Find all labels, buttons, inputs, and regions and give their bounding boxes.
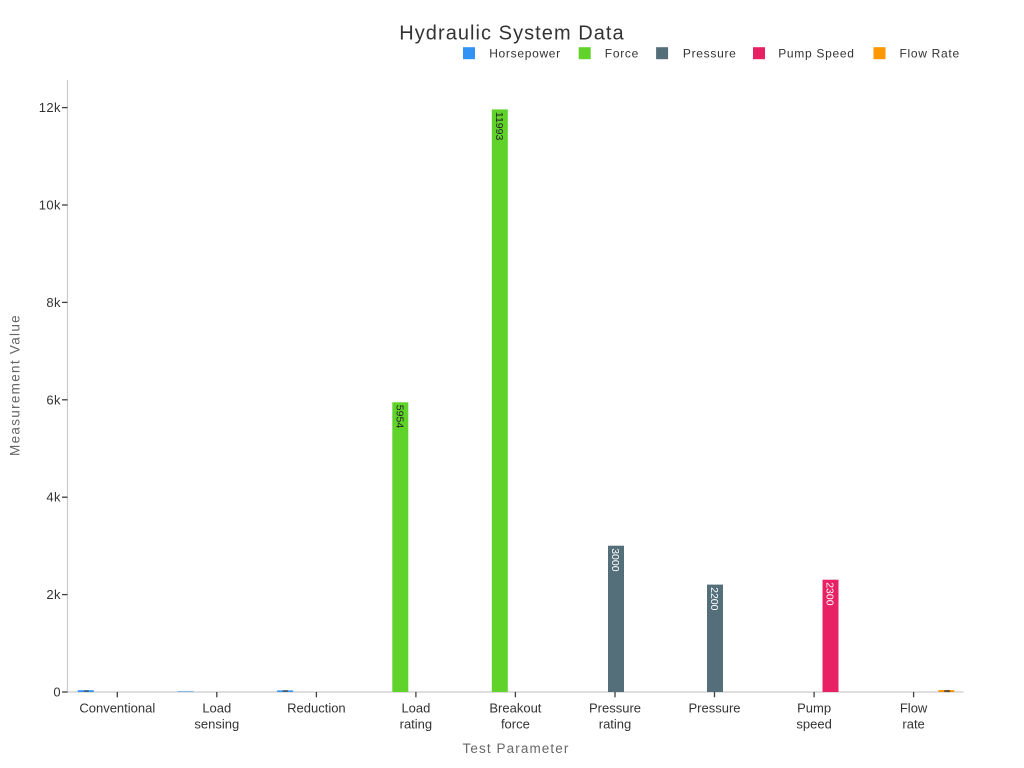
- svg-text:Pump: Pump: [797, 701, 831, 716]
- svg-text:8k: 8k: [46, 295, 61, 310]
- svg-text:Pump Speed: Pump Speed: [778, 47, 854, 61]
- svg-text:Reduction: Reduction: [287, 701, 346, 716]
- svg-text:3000: 3000: [609, 548, 621, 572]
- svg-text:Load: Load: [202, 701, 231, 716]
- svg-text:force: force: [501, 717, 530, 732]
- svg-text:5954: 5954: [394, 405, 406, 429]
- svg-text:Force: Force: [605, 47, 639, 61]
- svg-text:11993: 11993: [493, 112, 505, 141]
- svg-text:Breakout: Breakout: [489, 701, 541, 716]
- svg-text:Conventional: Conventional: [79, 701, 155, 716]
- svg-text:Test Parameter: Test Parameter: [463, 741, 570, 756]
- svg-text:rate: rate: [902, 717, 924, 732]
- svg-text:Flow Rate: Flow Rate: [900, 47, 960, 61]
- svg-text:Pressure: Pressure: [683, 47, 737, 61]
- svg-text:Flow: Flow: [900, 701, 928, 716]
- svg-text:2k: 2k: [46, 587, 61, 602]
- svg-text:2300: 2300: [824, 582, 836, 606]
- svg-text:speed: speed: [796, 717, 831, 732]
- svg-text:Pressure: Pressure: [688, 701, 740, 716]
- svg-text:12k: 12k: [39, 100, 61, 115]
- svg-text:rating: rating: [400, 717, 433, 732]
- svg-text:0: 0: [53, 685, 61, 700]
- svg-text:6k: 6k: [46, 392, 61, 407]
- svg-text:Horsepower: Horsepower: [489, 47, 561, 61]
- svg-text:sensing: sensing: [194, 717, 239, 732]
- svg-text:10k: 10k: [39, 198, 61, 213]
- svg-text:2200: 2200: [708, 587, 720, 611]
- svg-text:rating: rating: [599, 717, 632, 732]
- svg-text:Hydraulic System Data: Hydraulic System Data: [399, 23, 624, 45]
- svg-text:4k: 4k: [46, 490, 61, 505]
- svg-text:Measurement Value: Measurement Value: [8, 314, 23, 456]
- svg-text:Pressure: Pressure: [589, 701, 641, 716]
- svg-text:Load: Load: [401, 701, 430, 716]
